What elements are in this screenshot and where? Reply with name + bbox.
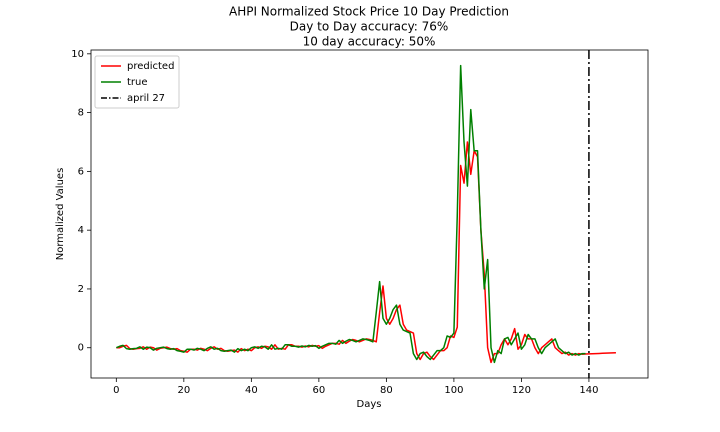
plot-frame: [90, 49, 649, 379]
y-axis-label: Normalized Values: [55, 168, 66, 261]
chart-subtitle: 10 day accuracy: 50%: [303, 35, 436, 49]
data-line: [116, 64, 586, 364]
legend-label: april 27: [127, 93, 165, 104]
plot-area: [91, 50, 648, 378]
y-tick-label: 8: [78, 108, 84, 119]
legend-box: [94, 55, 180, 109]
x-tick-label: 40: [245, 385, 258, 396]
x-tick-label: 60: [312, 385, 325, 396]
x-tick-label: 80: [380, 385, 393, 396]
legend-label: true: [127, 77, 148, 88]
chart-subtitle: Day to Day accuracy: 76%: [290, 20, 449, 34]
legend-label: predicted: [127, 61, 174, 72]
y-tick-label: 6: [78, 166, 84, 177]
y-tick-label: 10: [71, 49, 84, 60]
x-tick-label: 20: [177, 385, 190, 396]
chart-title: AHPI Normalized Stock Price 10 Day Predi…: [229, 5, 509, 19]
y-tick-label: 0: [78, 343, 84, 354]
x-tick-label: 0: [113, 385, 119, 396]
x-tick-label: 120: [512, 385, 531, 396]
x-tick-label: 100: [444, 385, 463, 396]
x-axis-label: Days: [357, 399, 382, 410]
y-tick-label: 2: [78, 284, 84, 295]
y-tick-label: 4: [78, 225, 84, 236]
x-tick-label: 140: [579, 385, 598, 396]
